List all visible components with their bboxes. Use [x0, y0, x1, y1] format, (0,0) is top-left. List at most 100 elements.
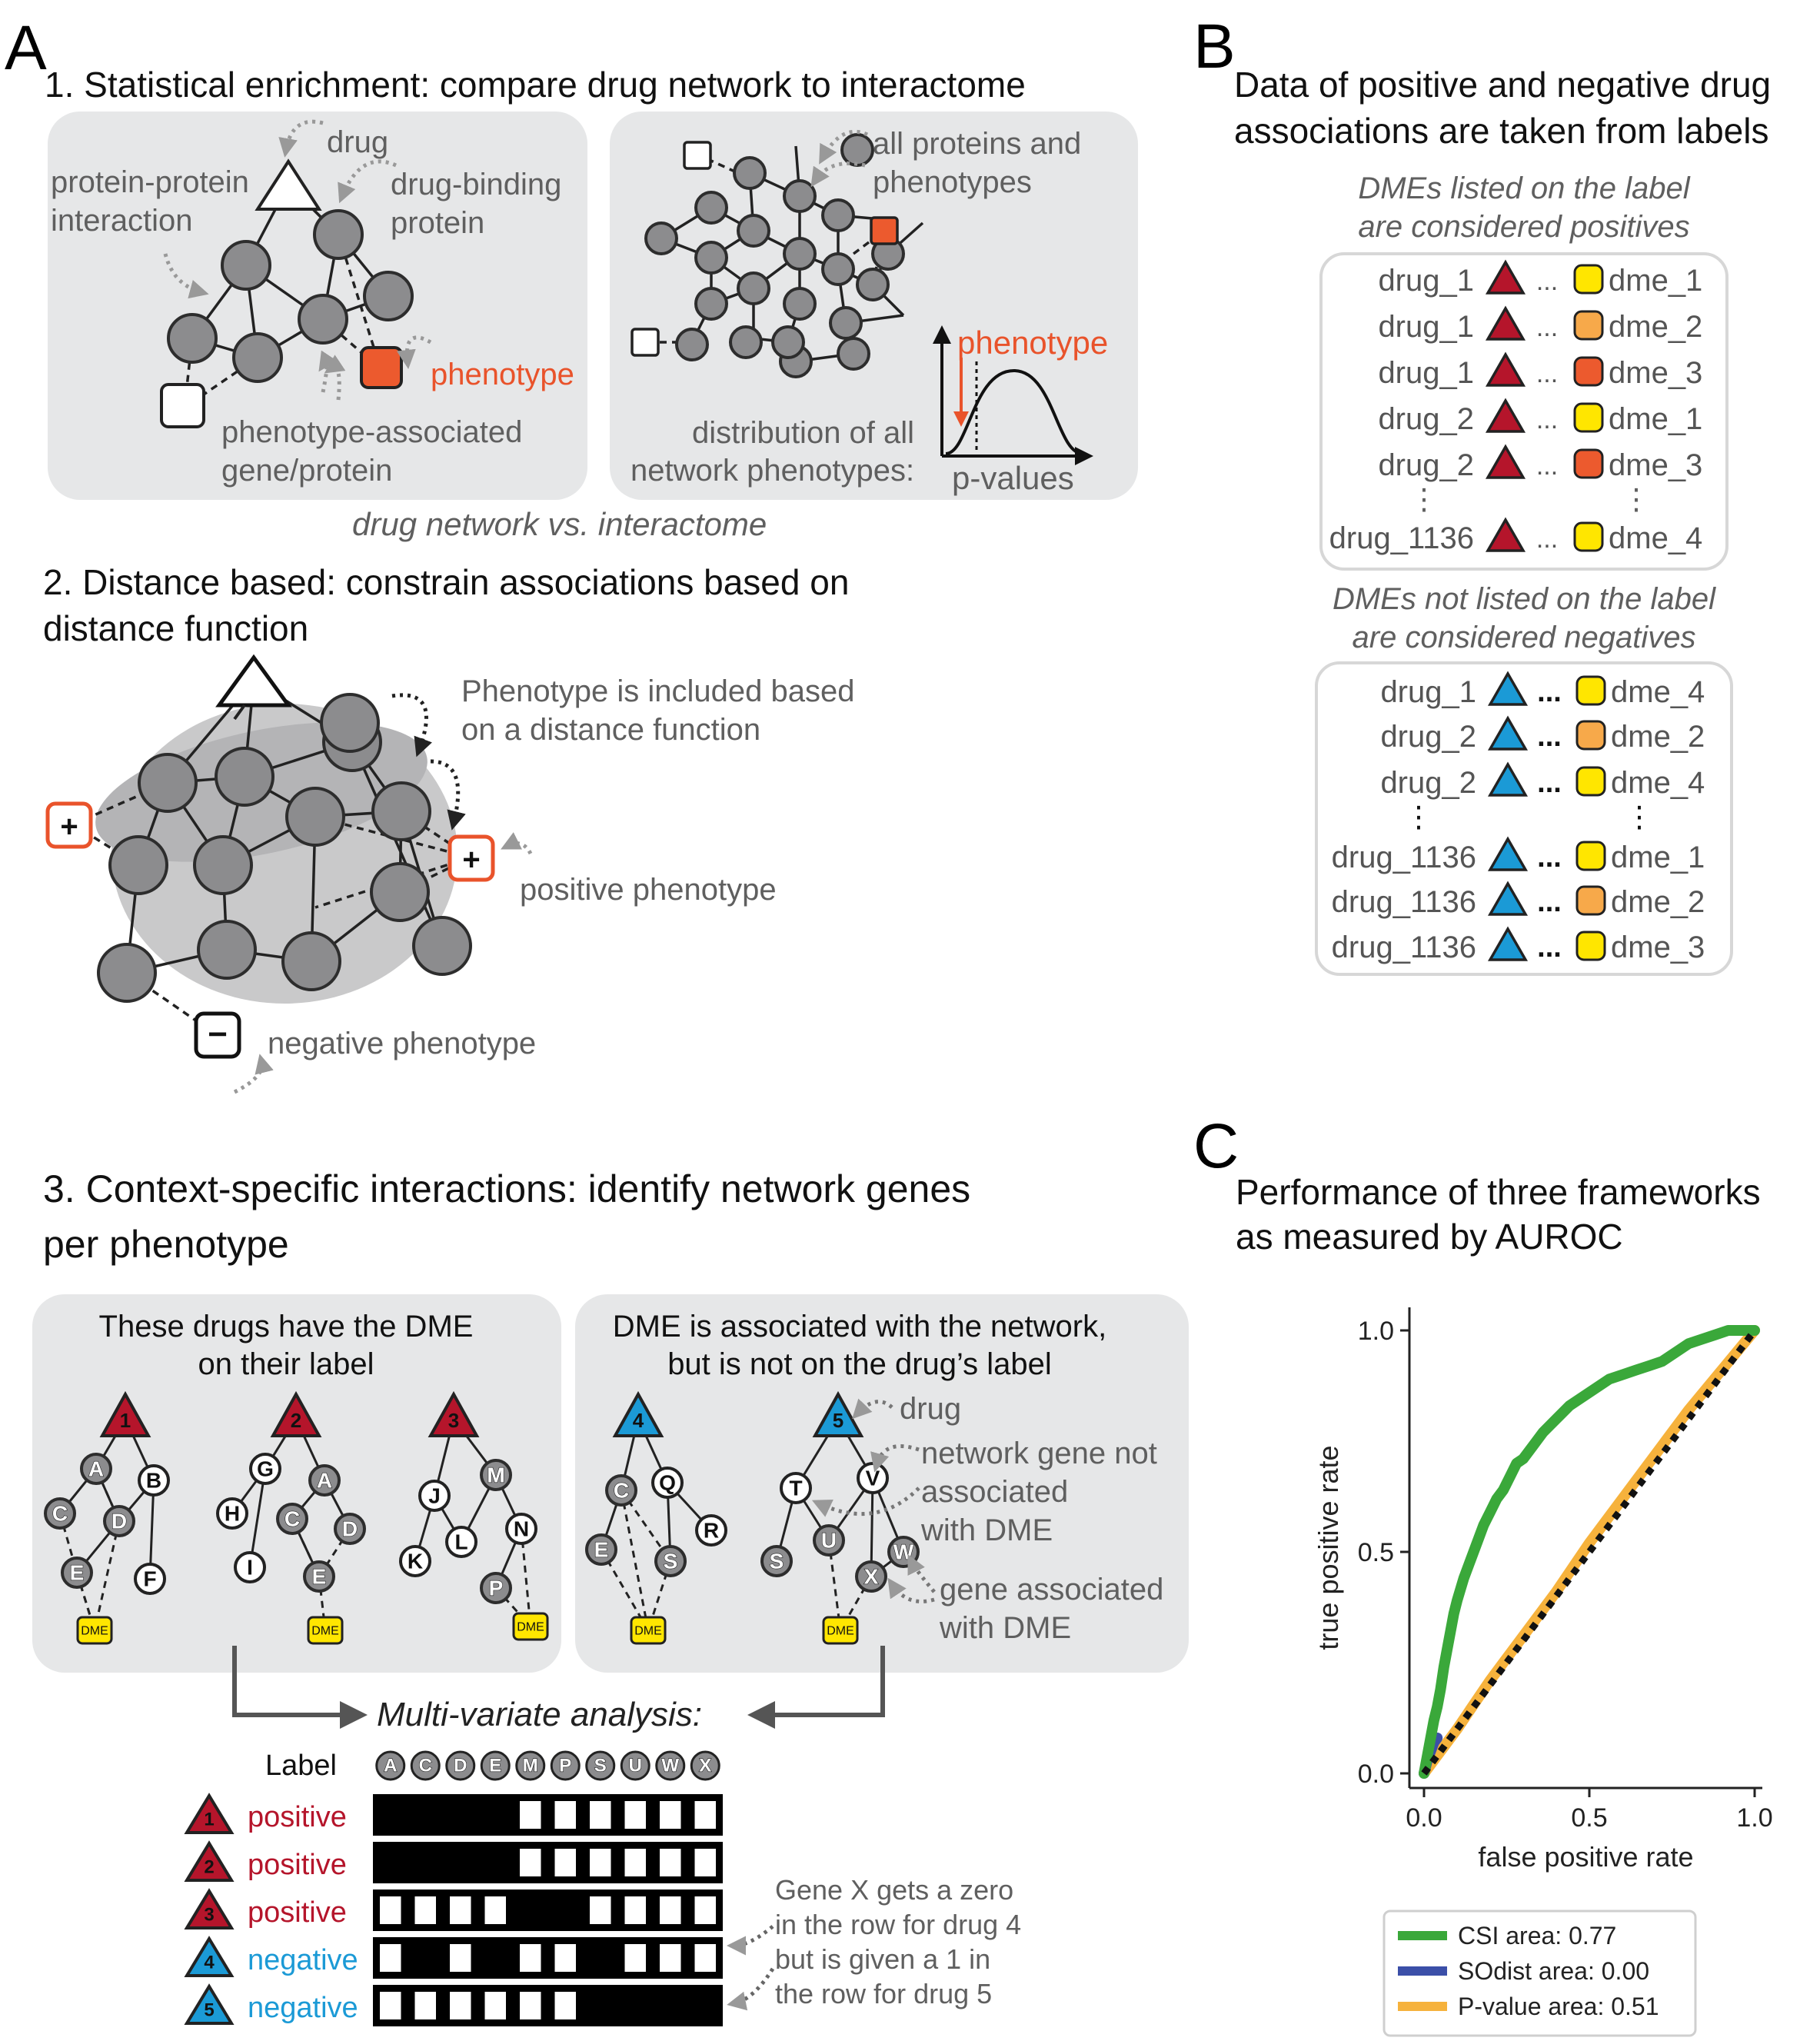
svg-text:U: U: [821, 1529, 837, 1553]
matrix-drug-triangle: [184, 1983, 235, 2025]
box1-caption-line1: These drugs have the DME: [99, 1310, 474, 1343]
box2-caption-line2: but is not on the drug’s label: [667, 1347, 1052, 1381]
assoc-drug-icon: [1485, 351, 1526, 387]
svg-text:F: F: [143, 1567, 156, 1591]
matrix-cell-zero: [380, 1896, 401, 1924]
svg-text:A: A: [88, 1457, 104, 1481]
assoc-drug: drug_1: [1378, 356, 1474, 390]
assoc-drug: drug_1136: [1332, 841, 1476, 874]
section2-title-line2: distance function: [43, 608, 308, 648]
matrix-drug-number: 2: [204, 1857, 214, 1878]
section1-title: 1. Statistical enrichment: compare drug …: [45, 65, 1026, 105]
assoc-drug-icon: [1485, 398, 1526, 433]
matrix-gene-label: E: [489, 1756, 501, 1776]
matrix-gene-header: [690, 1750, 720, 1781]
matrix-cell-zero: [660, 1849, 681, 1876]
matrix-cell-zero: [520, 1992, 541, 2019]
matrix-cell-zero: [380, 1944, 401, 1972]
label-positive-phenotype: positive phenotype: [520, 873, 777, 907]
assoc-ellipsis: ...: [1536, 451, 1558, 481]
matrix-row-label: positive: [248, 1896, 347, 1929]
assoc-dme-icon: [1573, 448, 1604, 479]
matrix-cell-zero: [624, 1849, 646, 1876]
svg-text:DME: DME: [517, 1621, 544, 1634]
label-pag-line2: gene/protein: [221, 454, 392, 488]
label-network-gene-2: associated: [921, 1475, 1068, 1509]
label-dist-line1: distribution of all: [692, 416, 914, 450]
matrix-cell-zero: [694, 1896, 716, 1924]
section1-caption: drug network vs. interactome: [352, 506, 767, 542]
svg-text:K: K: [408, 1550, 423, 1573]
assoc-drug-icon: [1485, 444, 1526, 479]
assoc-ellipsis: ...: [1537, 841, 1562, 874]
assoc-ellipsis: ...: [1536, 405, 1558, 435]
panel-c-letter: C: [1193, 1111, 1239, 1181]
assoc-dme-icon: [1575, 885, 1606, 916]
assoc-ellipsis: ...: [1537, 676, 1562, 708]
assoc-drug-icon: [1487, 836, 1529, 871]
label-dbp-line1: drug-binding: [391, 168, 561, 201]
label-pag-line1: phenotype-associated: [221, 415, 522, 449]
assoc-drug: drug_1136: [1332, 885, 1476, 919]
label-dist-line2: network phenotypes:: [631, 454, 914, 488]
svg-text:X: X: [864, 1565, 879, 1589]
label-multivariate: Multi-variate analysis:: [377, 1696, 702, 1733]
matrix-cell-zero: [624, 1896, 646, 1924]
svg-text:C: C: [52, 1502, 68, 1526]
assoc-drug-icon: [1485, 305, 1526, 341]
matrix-gene-label: C: [419, 1756, 432, 1776]
assoc-dme: dme_4: [1611, 675, 1705, 709]
assoc-drug: drug_1136: [1329, 521, 1474, 555]
assoc-dme-icon: [1573, 402, 1604, 433]
label-drug: drug: [327, 125, 388, 159]
assoc-drug: drug_2: [1380, 720, 1476, 754]
assoc-drug: drug_1: [1380, 675, 1476, 709]
matrix-gene-header: [375, 1750, 406, 1781]
svg-text:DME: DME: [634, 1625, 662, 1638]
svg-text:A: A: [317, 1469, 332, 1493]
label-genex-note-3: but is given a 1 in: [775, 1943, 990, 1975]
matrix-cell-zero: [484, 1992, 506, 2019]
assoc-drug: drug_1136: [1332, 931, 1476, 964]
matrix-cell-zero: [380, 1992, 401, 2019]
svg-text:B: B: [146, 1469, 161, 1493]
svg-text:N: N: [514, 1517, 529, 1541]
assoc-drug: drug_2: [1378, 448, 1474, 482]
negatives-box: [1315, 661, 1733, 976]
panel-b-rows: drug_1... dme_1 drug_1... dme_2 drug_1... dme…: [1329, 259, 1705, 964]
matrix-gene-header: [655, 1750, 686, 1781]
legend-entry: SOdist area: 0.00: [1458, 1957, 1649, 1985]
assoc-dme: dme_2: [1609, 310, 1702, 344]
svg-text:DME: DME: [827, 1625, 854, 1638]
assoc-dme-icon: [1575, 675, 1606, 706]
matrix-gene-label: X: [699, 1756, 711, 1776]
matrix-gene-label: S: [594, 1756, 607, 1776]
svg-text:H: H: [225, 1502, 240, 1526]
svg-text:M: M: [487, 1463, 504, 1487]
label-distance-note-1: Phenotype is included based: [461, 674, 854, 708]
matrix-drug-triangle: [184, 1793, 235, 1834]
svg-text:S: S: [770, 1550, 784, 1573]
positives-vdots-left: ⋮: [1409, 484, 1439, 516]
label-genex-note-2: in the row for drug 4: [775, 1909, 1021, 1940]
panel-b-title-line1: Data of positive and negative drug: [1234, 65, 1771, 105]
matrix-cell-zero: [520, 1944, 541, 1972]
svg-text:J: J: [428, 1484, 441, 1508]
label-all-line2: phenotypes: [873, 165, 1032, 199]
y-axis-label: true positive rate: [1313, 1445, 1344, 1650]
label-network-gene-1: network gene not: [921, 1437, 1157, 1470]
svg-text:C: C: [284, 1507, 300, 1531]
matrix-row-label: negative: [248, 1944, 358, 1976]
section2-distance-network: + + − Phenotype is included based on a d…: [45, 654, 854, 1094]
matrix-cell-zero: [694, 1801, 716, 1829]
y-tick-label: 1.0: [1358, 1317, 1394, 1346]
svg-text:I: I: [247, 1556, 253, 1580]
legend-box: [1382, 1909, 1697, 2037]
assoc-drug-icon: [1487, 881, 1529, 916]
svg-text:3: 3: [448, 1409, 459, 1432]
matrix-drug-triangle: [184, 1936, 235, 1977]
matrix-cell-zero: [450, 1992, 471, 2019]
panel-b-letter: B: [1193, 12, 1236, 82]
matrix-gene-header: [445, 1750, 476, 1781]
section3-title-line2: per phenotype: [43, 1223, 289, 1266]
